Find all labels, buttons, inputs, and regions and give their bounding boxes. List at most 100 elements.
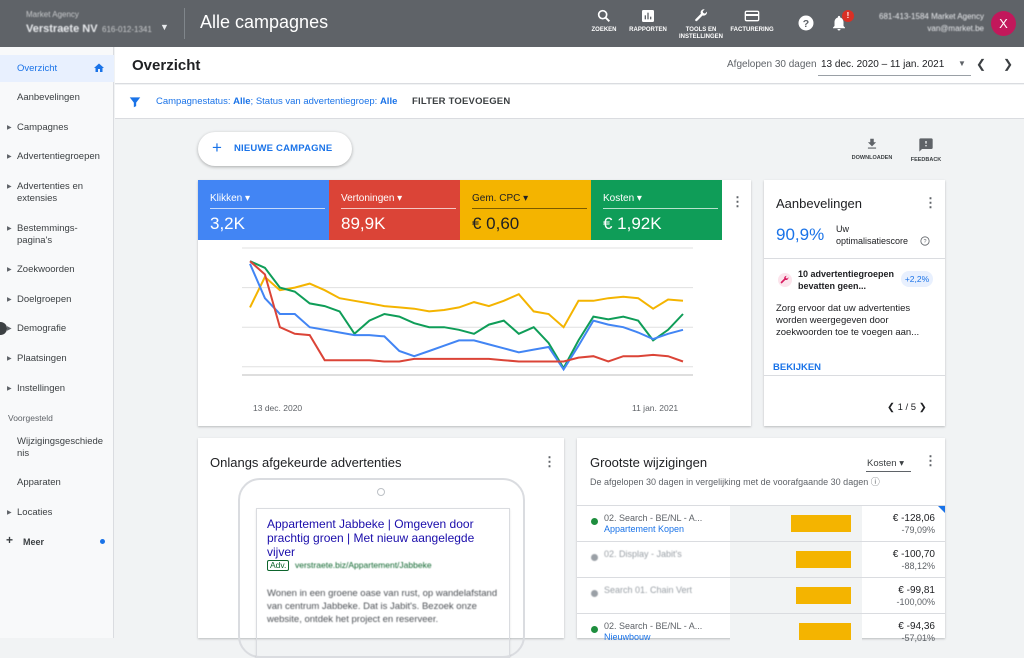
user-info[interactable]: 681-413-1584 Market Agency van@market.be — [879, 11, 984, 35]
feedback-button[interactable]: FEEDBACK — [905, 137, 947, 163]
disapproved-ads-title: Onlangs afgekeurde advertenties — [210, 455, 402, 470]
info-icon[interactable]: ? — [920, 236, 930, 246]
biggest-changes-card: Grootste wijzigingen De afgelopen 30 dag… — [577, 438, 945, 649]
page-title: Overzicht — [132, 57, 201, 74]
score-uplift-badge: +2,2% — [901, 271, 933, 287]
sidebar-item-demografie[interactable]: ▶ Demografie — [0, 317, 114, 341]
adgroup-name[interactable]: Appartement Kopen — [604, 524, 685, 534]
chevron-left-icon[interactable]: ❮ — [887, 402, 895, 413]
sidebar-item-overzicht[interactable]: Overzicht — [0, 55, 114, 82]
campaign-name: 02. Search - BE/NL - A... — [604, 621, 703, 631]
billing-tool[interactable]: FACTURERING — [730, 8, 774, 34]
account-name[interactable]: Verstraete NV — [26, 23, 98, 35]
sidebar-item-label: Apparaten — [17, 477, 61, 488]
more-vert-icon[interactable]: ⋮ — [924, 195, 937, 210]
sidebar-item-instellingen[interactable]: ▶ Instellingen — [0, 377, 114, 401]
user-account-line: 681-413-1584 Market Agency — [879, 12, 984, 21]
sidebar-item-label: Advertenties en extensies — [17, 181, 84, 204]
adgroup-status-value: Alle — [379, 96, 398, 107]
sidebar-collapse-handle[interactable] — [0, 322, 7, 335]
date-range-label: Afgelopen 30 dagen — [727, 59, 817, 70]
sidebar-item-doelgroepen[interactable]: ▶ Doelgroepen — [0, 288, 114, 312]
date-range-dropdown-icon[interactable]: ▼ — [958, 59, 966, 68]
metric-tile-avg-cpc[interactable]: Gem. CPC ▾ € 0,60 — [460, 180, 591, 240]
sidebar-item-aanbevelingen[interactable]: Aanbevelingen — [0, 86, 114, 110]
download-label: DOWNLOADEN — [851, 155, 893, 161]
ad-headline: Appartement Jabbeke | Omgeven door prach… — [267, 517, 475, 559]
chevron-right-icon[interactable]: ❯ — [918, 402, 927, 413]
sidebar-item-plaatsingen[interactable]: ▶ Plaatsingen — [0, 347, 114, 371]
sidebar-item-bestemmingspaginas[interactable]: ▶ Bestemmings-pagina's — [0, 217, 114, 251]
metric-label: Gem. CPC ▾ — [472, 193, 529, 204]
notification-badge: ! — [842, 10, 854, 22]
change-bar — [796, 551, 851, 568]
metric-underline — [210, 208, 325, 209]
notifications-bell-icon[interactable] — [830, 13, 848, 33]
metric-tile-impressions[interactable]: Vertoningen ▾ 89,9K — [329, 180, 460, 240]
chevron-left-icon[interactable]: ❮ — [976, 57, 987, 71]
sidebar-item-zoekwoorden[interactable]: ▶ Zoekwoorden — [0, 258, 114, 282]
new-campaign-button[interactable]: + NIEUWE CAMPAGNE — [198, 132, 352, 166]
parent-account-name[interactable]: Market Agency — [26, 10, 79, 19]
date-range-underline — [818, 75, 971, 76]
metric-underline — [472, 208, 587, 209]
adgroup-name[interactable]: Nieuwbouw — [604, 632, 651, 642]
sidebar-item-apparaten[interactable]: Apparaten — [0, 471, 114, 495]
top-app-bar: Market Agency Verstraete NV 616-012-1341… — [0, 0, 1024, 47]
expand-caret-icon: ▶ — [7, 510, 12, 516]
metric-value: € 1,92K — [603, 214, 662, 233]
sidebar-item-label: Meer — [23, 537, 45, 547]
filter-icon[interactable] — [128, 95, 142, 109]
table-row[interactable]: Search 01. Chain Vert € -99,81 -100,00% — [577, 577, 945, 613]
biggest-changes-title: Grootste wijzigingen — [590, 455, 708, 470]
sidebar-item-meer[interactable]: + Meer — [0, 531, 114, 553]
sidebar-item-label: Instellingen — [17, 383, 66, 394]
recommendations-card: Aanbevelingen ⋮ 90,9% Uw optimalisatiesc… — [764, 180, 945, 426]
more-vert-icon[interactable]: ⋮ — [924, 453, 937, 468]
avatar[interactable]: X — [991, 11, 1016, 36]
metric-value: 3,2K — [210, 214, 245, 233]
ad-display-url: verstraete.biz/Appartement/Jabbeke — [295, 560, 432, 570]
metric-value: 89,9K — [341, 214, 386, 233]
optimization-score: 90,9% — [776, 225, 825, 244]
chevron-right-icon[interactable]: ❯ — [1003, 57, 1014, 71]
expand-caret-icon: ▶ — [7, 297, 12, 303]
view-recommendation-button[interactable]: BEKIJKEN — [773, 362, 822, 373]
reports-tool[interactable]: RAPPORTEN — [628, 8, 668, 34]
search-tool[interactable]: ZOEKEN — [589, 8, 619, 34]
active-filters[interactable]: Campagnestatus: Alle; Status van adverte… — [156, 96, 397, 107]
more-vert-icon[interactable]: ⋮ — [731, 194, 744, 209]
wrench-icon — [695, 9, 707, 22]
sidebar-item-advertentiegroepen[interactable]: ▶ Advertentiegroepen — [0, 145, 114, 169]
info-icon[interactable]: ⓘ — [870, 477, 880, 487]
sidebar-item-label: Bestemmings-pagina's — [17, 223, 78, 246]
table-row[interactable]: 02. Display - Jabit's € -100,70 -88,12% — [577, 541, 945, 577]
recommendation-item[interactable] — [764, 258, 945, 376]
metric-label: Kosten ▾ — [603, 193, 642, 204]
sidebar-item-campagnes[interactable]: ▶ Campagnes — [0, 116, 114, 140]
status-dot — [591, 518, 598, 525]
sidebar-item-label: Demografie — [17, 323, 67, 334]
table-row[interactable]: 02. Search - BE/NL - A... Appartement Kop… — [577, 505, 945, 541]
table-row[interactable]: 02. Search - BE/NL - A... Nieuwbouw € -94,… — [577, 613, 945, 649]
account-switcher-caret-icon[interactable]: ▼ — [160, 22, 169, 32]
sidebar-item-locaties[interactable]: ▶ Locaties — [0, 501, 114, 525]
metric-dropdown[interactable]: Kosten ▾ — [867, 458, 904, 469]
ad-preview[interactable]: Appartement Jabbeke | Omgeven door prach… — [256, 508, 510, 658]
download-button[interactable]: DOWNLOADEN — [848, 137, 896, 161]
sidebar-item-advertenties-extensies[interactable]: ▶ Advertenties en extensies — [0, 175, 114, 209]
metric-tile-cost[interactable]: Kosten ▾ € 1,92K — [591, 180, 722, 240]
date-range-value[interactable]: 13 dec. 2020 – 11 jan. 2021 — [821, 59, 945, 70]
tools-settings-tool[interactable]: TOOLS EN INSTELLINGEN — [678, 8, 724, 41]
metric-value: € 0,60 — [472, 214, 520, 233]
disapproved-ads-card: Onlangs afgekeurde advertenties ⋮ Appart… — [198, 438, 564, 658]
performance-chart-card: Klikken ▾ 3,2K Vertoningen ▾ 89,9K Gem. … — [198, 180, 751, 426]
wrench-icon — [778, 273, 792, 287]
more-vert-icon[interactable]: ⋮ — [543, 454, 556, 469]
ad-description: Wonen in een groene oase van rust, op wa… — [267, 587, 503, 626]
metric-tile-clicks[interactable]: Klikken ▾ 3,2K — [198, 180, 329, 240]
help-icon[interactable]: ? — [797, 14, 815, 32]
change-percent: -79,09% — [901, 525, 935, 535]
add-filter-button[interactable]: FILTER TOEVOEGEN — [412, 96, 511, 107]
sidebar-item-wijzigingsgeschiedenis[interactable]: Wijzigingsgeschiedenis — [0, 431, 114, 465]
